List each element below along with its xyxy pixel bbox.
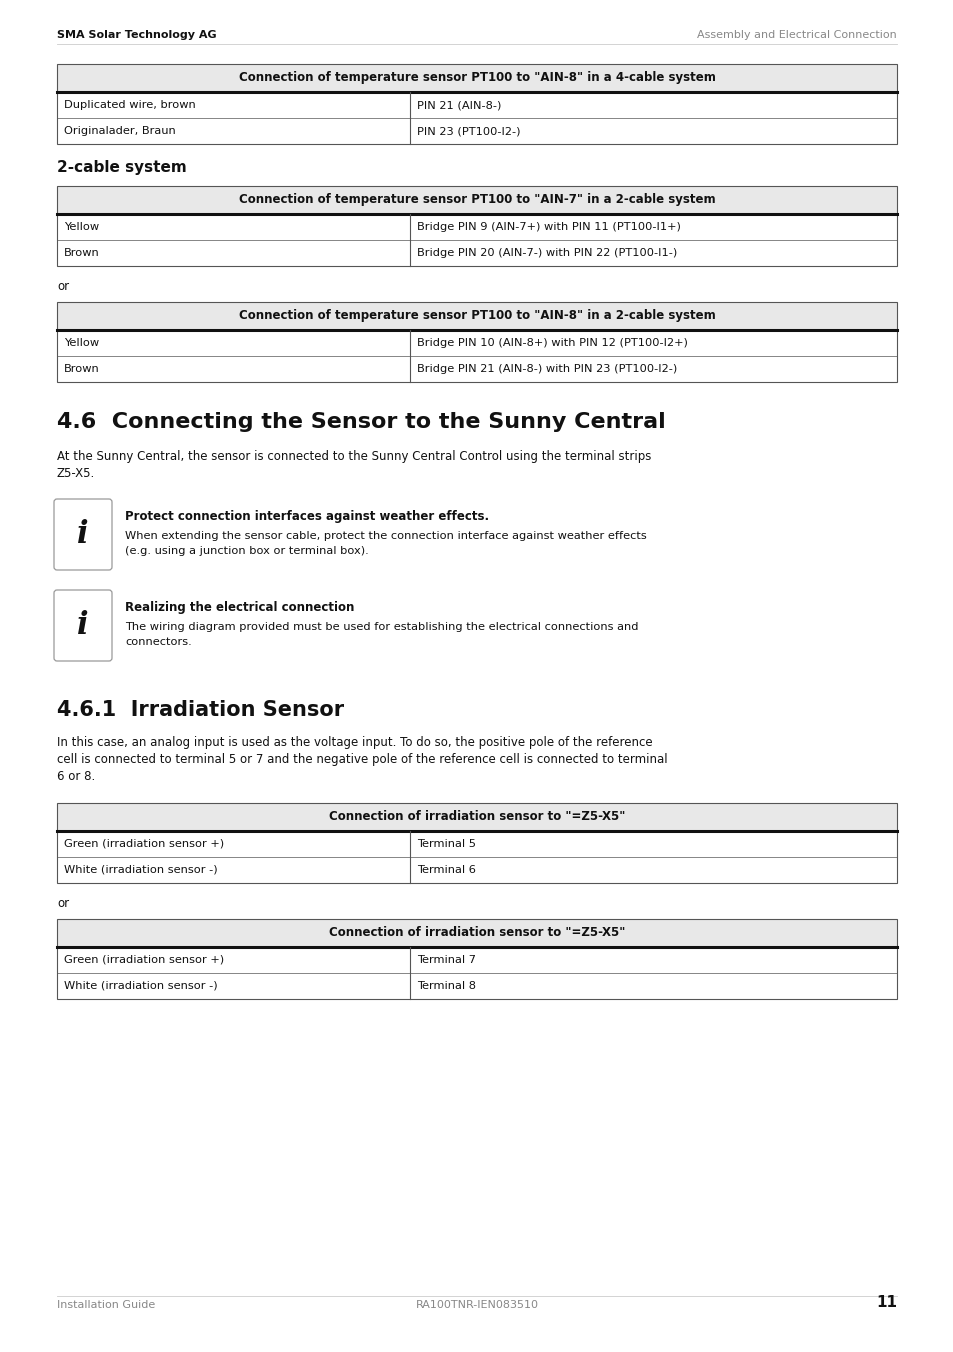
- Text: Brown: Brown: [64, 247, 100, 258]
- Text: 2-cable system: 2-cable system: [57, 160, 187, 174]
- Text: Originalader, Braun: Originalader, Braun: [64, 126, 175, 137]
- Bar: [57, 64, 896, 92]
- Text: Terminal 8: Terminal 8: [416, 982, 476, 991]
- Text: i: i: [77, 519, 89, 550]
- Text: connectors.: connectors.: [125, 637, 192, 648]
- Text: Realizing the electrical connection: Realizing the electrical connection: [125, 602, 354, 614]
- Text: Terminal 7: Terminal 7: [416, 955, 476, 965]
- Text: Terminal 5: Terminal 5: [416, 840, 476, 849]
- Text: In this case, an analog input is used as the voltage input. To do so, the positi: In this case, an analog input is used as…: [57, 735, 652, 749]
- Text: RA100TNR-IEN083510: RA100TNR-IEN083510: [416, 1301, 537, 1310]
- Text: Brown: Brown: [64, 364, 100, 375]
- Text: or: or: [57, 896, 69, 910]
- Text: Green (irradiation sensor +): Green (irradiation sensor +): [64, 840, 224, 849]
- Text: PIN 23 (PT100-I2-): PIN 23 (PT100-I2-): [416, 126, 519, 137]
- Text: White (irradiation sensor -): White (irradiation sensor -): [64, 865, 217, 875]
- Text: 6 or 8.: 6 or 8.: [57, 771, 95, 783]
- Text: 4.6.1  Irradiation Sensor: 4.6.1 Irradiation Sensor: [57, 700, 344, 721]
- Text: Assembly and Electrical Connection: Assembly and Electrical Connection: [697, 30, 896, 41]
- Bar: [57, 803, 896, 883]
- Text: Z5-X5.: Z5-X5.: [57, 466, 95, 480]
- Text: Connection of temperature sensor PT100 to "AIN-8" in a 4-cable system: Connection of temperature sensor PT100 t…: [238, 72, 715, 84]
- Text: Terminal 6: Terminal 6: [416, 865, 476, 875]
- Text: Protect connection interfaces against weather effects.: Protect connection interfaces against we…: [125, 510, 489, 523]
- Text: i: i: [77, 610, 89, 641]
- Bar: [57, 919, 896, 946]
- Text: Bridge PIN 20 (AIN-7-) with PIN 22 (PT100-I1-): Bridge PIN 20 (AIN-7-) with PIN 22 (PT10…: [416, 247, 677, 258]
- Text: Duplicated wire, brown: Duplicated wire, brown: [64, 100, 195, 110]
- Bar: [57, 919, 896, 999]
- Bar: [57, 301, 896, 383]
- Text: cell is connected to terminal 5 or 7 and the negative pole of the reference cell: cell is connected to terminal 5 or 7 and…: [57, 753, 667, 767]
- Bar: [57, 64, 896, 145]
- Text: or: or: [57, 280, 69, 293]
- Text: 11: 11: [875, 1295, 896, 1310]
- Bar: [57, 803, 896, 831]
- Text: (e.g. using a junction box or terminal box).: (e.g. using a junction box or terminal b…: [125, 546, 369, 556]
- Text: SMA Solar Technology AG: SMA Solar Technology AG: [57, 30, 216, 41]
- Text: PIN 21 (AIN-8-): PIN 21 (AIN-8-): [416, 100, 500, 110]
- Bar: [57, 187, 896, 266]
- Text: Connection of irradiation sensor to "=Z5-X5": Connection of irradiation sensor to "=Z5…: [329, 810, 624, 823]
- Text: Installation Guide: Installation Guide: [57, 1301, 155, 1310]
- Text: At the Sunny Central, the sensor is connected to the Sunny Central Control using: At the Sunny Central, the sensor is conn…: [57, 450, 651, 462]
- Text: The wiring diagram provided must be used for establishing the electrical connect: The wiring diagram provided must be used…: [125, 622, 638, 631]
- Text: Bridge PIN 10 (AIN-8+) with PIN 12 (PT100-I2+): Bridge PIN 10 (AIN-8+) with PIN 12 (PT10…: [416, 338, 687, 347]
- Bar: [57, 187, 896, 214]
- Bar: [57, 301, 896, 330]
- Text: Yellow: Yellow: [64, 338, 99, 347]
- Text: Green (irradiation sensor +): Green (irradiation sensor +): [64, 955, 224, 965]
- Text: Bridge PIN 21 (AIN-8-) with PIN 23 (PT100-I2-): Bridge PIN 21 (AIN-8-) with PIN 23 (PT10…: [416, 364, 677, 375]
- Text: Bridge PIN 9 (AIN-7+) with PIN 11 (PT100-I1+): Bridge PIN 9 (AIN-7+) with PIN 11 (PT100…: [416, 222, 679, 233]
- Text: White (irradiation sensor -): White (irradiation sensor -): [64, 982, 217, 991]
- Text: Connection of temperature sensor PT100 to "AIN-8" in a 2-cable system: Connection of temperature sensor PT100 t…: [238, 310, 715, 323]
- Text: Yellow: Yellow: [64, 222, 99, 233]
- Text: Connection of temperature sensor PT100 to "AIN-7" in a 2-cable system: Connection of temperature sensor PT100 t…: [238, 193, 715, 207]
- Text: Connection of irradiation sensor to "=Z5-X5": Connection of irradiation sensor to "=Z5…: [329, 926, 624, 940]
- Text: When extending the sensor cable, protect the connection interface against weathe: When extending the sensor cable, protect…: [125, 531, 646, 541]
- Text: 4.6  Connecting the Sensor to the Sunny Central: 4.6 Connecting the Sensor to the Sunny C…: [57, 412, 665, 433]
